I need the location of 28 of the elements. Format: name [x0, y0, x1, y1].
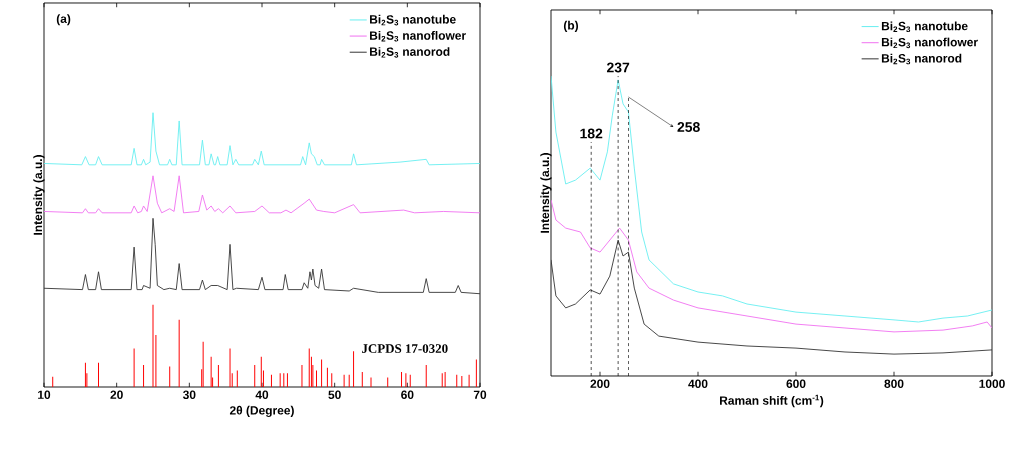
legend-label: Bi$_{2}$S$_{3}$ nanoflower	[881, 37, 978, 49]
ref-line-label: 258	[677, 122, 700, 132]
legend-label: Bi$_{2}$S$_{3}$ nanoflower	[370, 31, 466, 42]
chart-title: (b)	[563, 20, 579, 32]
x-tick-label: 800	[884, 379, 904, 388]
legend-label: Bi$_{2}$S$_{3}$ nanorod	[370, 47, 450, 58]
x-tick-label: 40	[255, 390, 269, 399]
y-axis-title: Intensity (a.u.)	[33, 155, 45, 235]
legend-label: Bi$_{2}$S$_{3}$ nanorod	[881, 53, 962, 65]
x-tick-label: 50	[328, 390, 341, 399]
x-tick-label: 1000	[979, 379, 1005, 388]
y-axis-title: Intensity (a.u.)	[540, 153, 552, 233]
x-tick-label: 200	[590, 379, 610, 388]
x-tick-label: 70	[473, 390, 487, 399]
ref-line-label: 237	[606, 62, 630, 73]
x-tick-label: 600	[786, 379, 806, 388]
x-tick-label: 20	[110, 390, 123, 399]
series-label: JCPDS 17-0320	[362, 344, 448, 353]
x-tick-label: 400	[688, 379, 708, 388]
x-tick-label: 60	[401, 390, 414, 399]
x-tick-label: 10	[38, 390, 51, 399]
legend-label: Bi$_{2}$S$_{3}$ nanotube	[881, 21, 968, 33]
x-axis-title: 2θ (Degree)	[229, 405, 294, 418]
chart-title: (a)	[56, 14, 71, 26]
x-tick-label: 30	[182, 390, 196, 400]
legend-label: Bi$_{2}$S$_{3}$ nanotube	[370, 14, 456, 26]
ref-line-label: 182	[580, 128, 603, 139]
x-axis-title: Raman shift (cm$^{-1}$)	[720, 394, 824, 408]
